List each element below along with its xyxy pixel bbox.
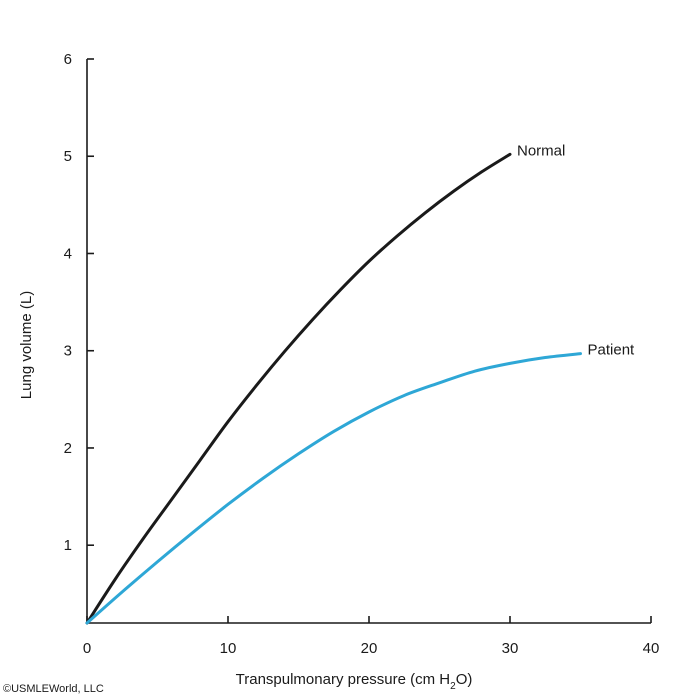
y-tick-label: 1 [64, 537, 72, 554]
y-tick-label: 6 [64, 51, 72, 68]
series-lines [85, 152, 582, 625]
copyright-credit: ©USMLEWorld, LLC [3, 683, 104, 695]
x-tick-label: 30 [502, 640, 519, 657]
series-label-normal: Normal [517, 142, 565, 159]
series-line-patient [85, 352, 582, 625]
y-axis-title: Lung volume (L) [18, 291, 35, 399]
y-tick-label: 3 [64, 343, 72, 360]
axes [86, 59, 651, 624]
y-tick-label: 5 [64, 148, 72, 165]
series-labels: Normal Patient [517, 142, 635, 358]
series-label-patient: Patient [588, 342, 636, 359]
series-line-normal [85, 152, 512, 625]
y-tick-label: 4 [64, 245, 72, 262]
ticks: 0 10 20 30 40 1 2 3 4 5 6 [64, 51, 660, 657]
x-tick-label: 40 [643, 640, 660, 657]
x-tick-label: 10 [220, 640, 237, 657]
x-tick-label: 20 [361, 640, 378, 657]
x-tick-label: 0 [83, 640, 91, 657]
y-tick-label: 2 [64, 440, 72, 457]
x-axis-title: Transpulmonary pressure (cm H2O) [236, 671, 473, 692]
